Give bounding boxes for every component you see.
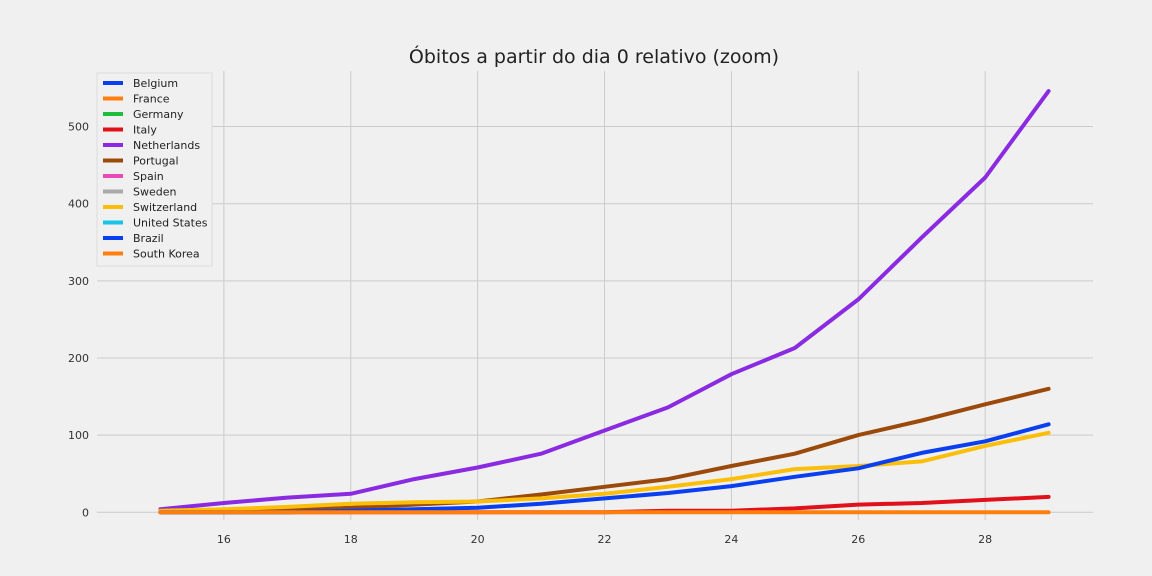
legend-label: France <box>133 93 170 106</box>
y-tick-label: 300 <box>68 275 89 288</box>
y-tick-label: 400 <box>68 198 89 211</box>
legend: Belgium France Germany Italy Netherlands Port… <box>96 72 213 267</box>
y-tick-label: 0 <box>82 506 89 519</box>
legend-label: Italy <box>133 124 157 137</box>
x-tick-label: 26 <box>851 533 865 546</box>
plot-area <box>97 71 1093 520</box>
y-axis-ticks: 0 100 200 300 400 500 <box>68 121 89 520</box>
chart-title: Óbitos a partir do dia 0 relativo (zoom) <box>409 44 779 68</box>
legend-label: Germany <box>133 108 184 121</box>
x-tick-label: 22 <box>598 533 612 546</box>
legend-label: Portugal <box>133 155 179 168</box>
x-tick-label: 28 <box>978 533 992 546</box>
legend-label: United States <box>133 217 208 230</box>
x-tick-label: 18 <box>344 533 358 546</box>
x-tick-label: 20 <box>471 533 485 546</box>
x-tick-label: 16 <box>217 533 231 546</box>
series-line-netherlands <box>158 89 1051 512</box>
legend-box <box>96 72 213 267</box>
y-tick-label: 200 <box>68 352 89 365</box>
series-line-portugal <box>158 386 1051 514</box>
legend-label: Spain <box>133 170 164 183</box>
legend-label: Sweden <box>133 186 176 199</box>
legend-label: Brazil <box>133 232 164 245</box>
legend-label: Belgium <box>133 77 178 90</box>
x-axis-ticks: 16 18 20 22 24 26 28 <box>217 533 992 546</box>
legend-label: South Korea <box>133 248 200 261</box>
y-tick-label: 500 <box>68 121 89 134</box>
y-tick-label: 100 <box>68 429 89 442</box>
series-line-switzerland <box>158 430 1051 513</box>
legend-label: Switzerland <box>133 201 197 214</box>
x-tick-label: 24 <box>724 533 738 546</box>
legend-label: Netherlands <box>133 139 200 152</box>
series-lines <box>158 89 1051 515</box>
